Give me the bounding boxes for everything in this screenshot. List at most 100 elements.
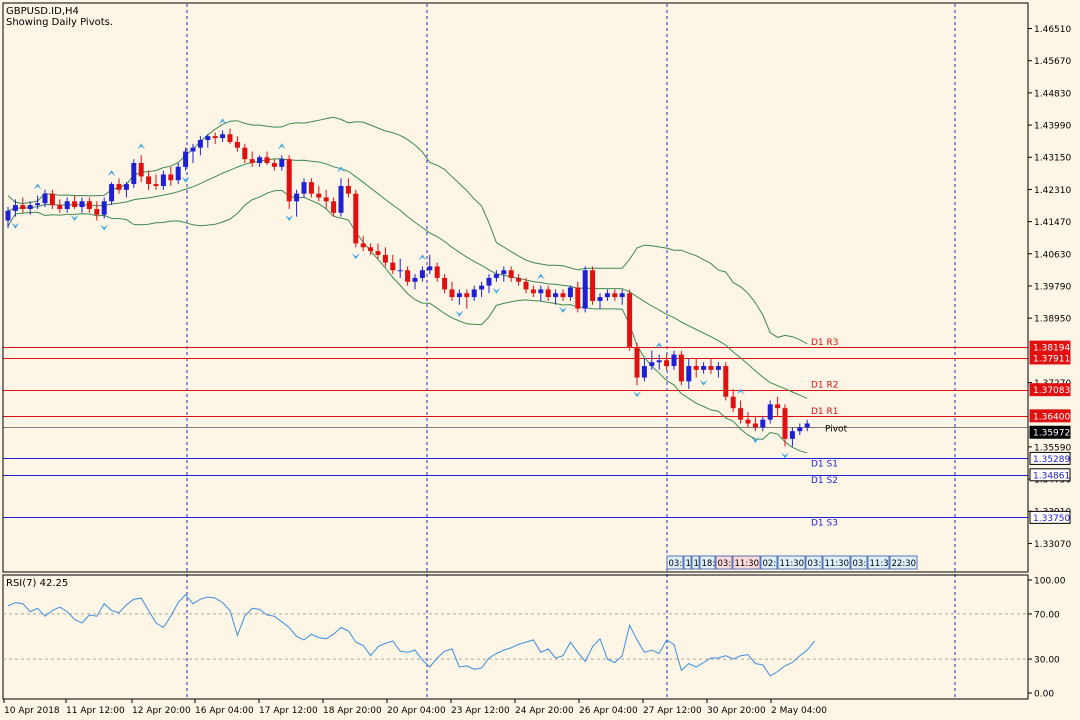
candle[interactable] (701, 362, 707, 374)
candle[interactable] (553, 289, 559, 305)
candle[interactable] (693, 358, 699, 378)
candle[interactable] (604, 289, 610, 301)
candle[interactable] (316, 185, 322, 202)
candle[interactable] (153, 174, 159, 190)
candle[interactable] (412, 274, 418, 290)
candle[interactable] (234, 136, 240, 152)
candle[interactable] (516, 274, 522, 286)
candle[interactable] (101, 197, 107, 219)
candle[interactable] (641, 358, 647, 382)
candle[interactable] (797, 423, 803, 435)
candle[interactable] (523, 277, 529, 294)
candle[interactable] (612, 289, 618, 301)
candle[interactable] (109, 182, 115, 206)
candle[interactable] (242, 143, 248, 163)
toolbar-time-box[interactable]: 18: (699, 555, 716, 570)
candle[interactable] (619, 289, 625, 305)
candle[interactable] (745, 412, 751, 428)
candle[interactable] (479, 281, 485, 298)
candle[interactable] (212, 132, 218, 144)
candle[interactable] (131, 159, 137, 188)
toolbar-time-box[interactable]: 1 (691, 555, 700, 570)
candle[interactable] (183, 147, 189, 171)
candle[interactable] (49, 189, 55, 209)
candle[interactable] (168, 166, 174, 186)
candle[interactable] (419, 266, 425, 282)
candle[interactable] (427, 254, 433, 275)
candle[interactable] (530, 285, 536, 298)
candle[interactable] (86, 197, 92, 213)
candle[interactable] (146, 170, 152, 190)
candle[interactable] (752, 415, 758, 432)
candle[interactable] (649, 350, 655, 370)
candle[interactable] (353, 189, 359, 248)
candle[interactable] (738, 400, 744, 424)
candle[interactable] (57, 199, 63, 213)
candle[interactable] (590, 266, 596, 305)
candle[interactable] (464, 289, 470, 309)
candle[interactable] (35, 195, 41, 209)
candle[interactable] (397, 258, 403, 278)
candle[interactable] (678, 350, 684, 386)
candle[interactable] (634, 343, 640, 386)
toolbar-time-box[interactable]: 02: (760, 555, 778, 570)
toolbar-time-box[interactable]: 11:30 (777, 555, 806, 570)
candle[interactable] (449, 281, 455, 301)
candle[interactable] (767, 400, 773, 424)
toolbar-time-box[interactable]: 03: (666, 555, 684, 570)
candle[interactable] (190, 143, 196, 163)
time-toolbar[interactable]: 03: 1 1 18: 03: 11:30 02: 11:30 03: 11:30 03: 11:3 2… (666, 555, 918, 570)
candle[interactable] (782, 404, 788, 447)
candle[interactable] (175, 162, 181, 185)
candle[interactable] (301, 178, 307, 198)
candle[interactable] (730, 389, 736, 413)
candle[interactable] (368, 243, 374, 255)
candle[interactable] (345, 178, 351, 198)
candle[interactable] (271, 159, 277, 171)
candle[interactable] (116, 178, 122, 194)
candle[interactable] (375, 243, 381, 259)
candle[interactable] (560, 289, 566, 301)
candle[interactable] (227, 128, 233, 144)
toolbar-time-box[interactable]: 22:30 (889, 555, 918, 570)
candle[interactable] (405, 266, 411, 286)
toolbar-time-box[interactable]: 11:3 (867, 555, 890, 570)
candle[interactable] (286, 155, 292, 209)
candle[interactable] (27, 201, 33, 215)
candle[interactable] (12, 199, 18, 217)
candle[interactable] (249, 151, 255, 167)
toolbar-time-box[interactable]: 11:30 (732, 555, 761, 570)
candle[interactable] (597, 293, 603, 309)
candle[interactable] (220, 130, 226, 142)
candle[interactable] (508, 266, 514, 282)
candle[interactable] (708, 358, 714, 374)
candle[interactable] (471, 285, 477, 301)
candle[interactable] (257, 155, 263, 167)
candle[interactable] (160, 170, 166, 190)
candle[interactable] (390, 254, 396, 275)
candle[interactable] (42, 189, 48, 208)
candle[interactable] (656, 354, 662, 370)
candle[interactable] (94, 201, 100, 221)
candle[interactable] (434, 262, 440, 282)
candle[interactable] (789, 427, 795, 447)
candle[interactable] (123, 182, 129, 198)
toolbar-time-box[interactable]: 1 (683, 555, 692, 570)
candle[interactable] (545, 285, 551, 301)
toolbar-time-box[interactable]: 11:30 (822, 555, 851, 570)
toolbar-time-box[interactable]: 03: (850, 555, 868, 570)
candle[interactable] (664, 354, 670, 370)
candle[interactable] (442, 274, 448, 294)
candle[interactable] (538, 285, 544, 301)
candle[interactable] (501, 266, 507, 282)
candle[interactable] (671, 350, 677, 370)
toolbar-time-box[interactable]: 03: (715, 555, 733, 570)
candle[interactable] (294, 189, 300, 217)
candle[interactable] (775, 396, 781, 416)
candle[interactable] (64, 197, 70, 213)
candle[interactable] (456, 289, 462, 305)
candle[interactable] (72, 195, 78, 209)
candle[interactable] (760, 415, 766, 432)
candle[interactable] (279, 155, 285, 171)
